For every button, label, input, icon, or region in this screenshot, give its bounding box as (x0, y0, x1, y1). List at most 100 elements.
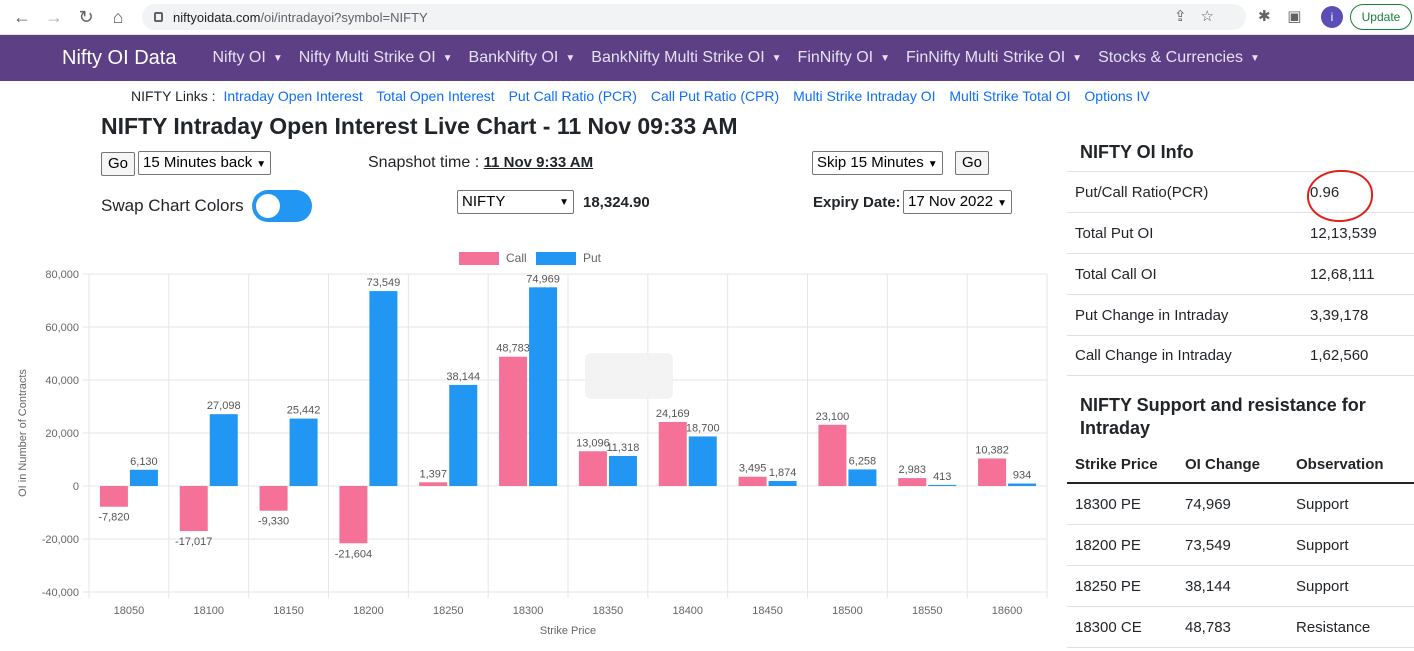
y-axis-title: OI in Number of Contracts (17, 369, 29, 497)
url-path: /oi/intradayoi?symbol=NIFTY (260, 9, 428, 25)
link-multi-strike-total[interactable]: Multi Strike Total OI (949, 88, 1071, 104)
data-label: 1,874 (769, 467, 797, 479)
data-label: 73,549 (367, 277, 401, 289)
info-row-total-put: Total Put OI 12,13,539 (1067, 212, 1414, 253)
update-button[interactable]: Update (1350, 4, 1412, 30)
call-bar (738, 476, 767, 486)
profile-avatar[interactable]: i (1321, 6, 1343, 28)
caret-down-icon: ▼ (565, 52, 576, 64)
bookmark-star-icon[interactable]: ☆ (1200, 8, 1228, 25)
data-label: 1,397 (419, 468, 447, 480)
spot-price: 18,324.90 (583, 194, 650, 211)
brand-logo[interactable]: Nifty OI Data (62, 46, 177, 69)
nav-banknifty-oi[interactable]: BankNifty OI ▼ (468, 49, 576, 66)
link-options-iv[interactable]: Options IV (1084, 88, 1150, 104)
data-label: 24,169 (656, 408, 690, 420)
table-row: 18300 CE 48,783 Resistance (1067, 607, 1414, 648)
data-label: 48,783 (496, 343, 530, 355)
x-tick-label: 18200 (353, 605, 384, 617)
home-icon[interactable]: ⌂ (112, 6, 124, 27)
x-tick-label: 18500 (832, 605, 863, 617)
link-multi-strike-intraday[interactable]: Multi Strike Intraday OI (793, 88, 936, 104)
x-tick-label: 18250 (433, 605, 464, 617)
table-row: 18200 PE 73,549 Support (1067, 525, 1414, 566)
pcr-highlight-circle (1307, 170, 1373, 222)
caret-down-icon: ▼ (880, 52, 891, 64)
sr-table-header: Strike Price OI Change Observation (1067, 446, 1414, 484)
expiry-select[interactable]: 17 Nov 2022 ▼ (903, 190, 1012, 214)
address-bar[interactable]: niftyoidata.com/oi/intradayoi?symbol=NIF… (142, 4, 1246, 30)
browser-toolbar: ← → ↻ ⌂ niftyoidata.com/oi/intradayoi?sy… (0, 0, 1414, 35)
extensions-icon[interactable]: ✱ (1258, 8, 1271, 25)
data-label: 934 (1013, 470, 1031, 482)
legend-swatch (536, 252, 576, 265)
link-pcr[interactable]: Put Call Ratio (PCR) (508, 88, 637, 104)
call-bar (259, 486, 288, 511)
back-icon[interactable]: ← (13, 6, 31, 27)
data-label: 18,700 (686, 422, 720, 434)
nav-finnifty-multi-strike-oi[interactable]: FinNifty Multi Strike OI ▼ (906, 49, 1083, 66)
info-row-call-change: Call Change in Intraday 1,62,560 (1067, 335, 1414, 376)
forward-icon[interactable]: → (45, 6, 63, 27)
nav-finnifty-oi[interactable]: FinNifty OI ▼ (797, 49, 891, 66)
data-label: 27,098 (207, 400, 241, 412)
data-label: 3,495 (739, 463, 767, 475)
x-tick-label: 18150 (273, 605, 304, 617)
data-label: 25,442 (287, 405, 321, 417)
reload-icon[interactable]: ↻ (78, 6, 94, 27)
put-bar (928, 484, 957, 486)
data-label: 23,100 (816, 411, 850, 423)
data-label: 6,130 (130, 456, 158, 468)
snapshot-value: 11 Nov 9:33 AM (483, 154, 594, 171)
nav-nifty-oi[interactable]: Nifty OI ▼ (212, 49, 283, 66)
share-icon[interactable]: ⇪ (1173, 8, 1201, 25)
swap-colors-label: Swap Chart Colors (101, 196, 244, 215)
chevron-down-icon: ▼ (559, 197, 569, 208)
nav-stocks-currencies[interactable]: Stocks & Currencies ▼ (1098, 49, 1260, 66)
x-tick-label: 18600 (992, 605, 1023, 617)
legend-label: Call (506, 251, 527, 265)
nav-nifty-multi-strike-oi[interactable]: Nifty Multi Strike OI ▼ (298, 49, 453, 66)
toggle-knob (256, 194, 280, 218)
call-bar (818, 424, 847, 486)
nav-banknifty-multi-strike-oi[interactable]: BankNifty Multi Strike OI ▼ (591, 49, 782, 66)
x-tick-label: 18450 (752, 605, 783, 617)
info-row-put-change: Put Change in Intraday 3,39,178 (1067, 294, 1414, 335)
x-tick-label: 18300 (513, 605, 544, 617)
chart-tooltip (585, 353, 673, 399)
y-tick-label: 40,000 (45, 375, 79, 387)
link-total-oi[interactable]: Total Open Interest (376, 88, 495, 104)
y-tick-label: 0 (73, 481, 79, 493)
caret-down-icon: ▼ (1072, 52, 1083, 64)
call-bar (99, 486, 128, 507)
swap-colors-toggle[interactable] (252, 190, 312, 222)
call-bar (578, 451, 607, 486)
skip-select[interactable]: Skip 15 Minutes ▼ (812, 151, 943, 175)
y-tick-label: -40,000 (42, 587, 79, 599)
put-bar (1008, 483, 1037, 486)
time-back-select[interactable]: 15 Minutes back ▼ (138, 151, 272, 175)
x-tick-label: 18400 (672, 605, 703, 617)
data-label: -21,604 (335, 548, 372, 560)
side-panel-icon[interactable]: ▣ (1287, 8, 1302, 25)
oi-info-title: NIFTY OI Info (1080, 142, 1194, 162)
symbol-select[interactable]: NIFTY ▼ (457, 190, 574, 214)
caret-down-icon: ▼ (771, 52, 782, 64)
caret-down-icon: ▼ (1250, 52, 1260, 64)
y-tick-label: 60,000 (45, 322, 79, 334)
go-button[interactable]: Go (101, 152, 136, 176)
link-intraday-oi[interactable]: Intraday Open Interest (223, 88, 363, 104)
link-cpr[interactable]: Call Put Ratio (CPR) (650, 88, 780, 104)
data-label: -9,330 (258, 516, 289, 528)
nifty-links: NIFTY Links : Intraday Open Interest Tot… (131, 88, 1160, 104)
data-label: 13,096 (576, 437, 610, 449)
intraday-oi-chart[interactable]: 80,000 60,000 40,000 20,000 0 -20,000 -40,000 -… (0, 240, 1060, 651)
call-bar (419, 482, 448, 486)
data-label: 413 (933, 471, 951, 483)
y-tick-label: 20,000 (45, 428, 79, 440)
x-tick-label: 18550 (912, 605, 943, 617)
put-bar (529, 287, 558, 486)
skip-go-button[interactable]: Go (955, 151, 990, 175)
put-bar (848, 469, 877, 486)
x-tick-label: 18350 (593, 605, 624, 617)
